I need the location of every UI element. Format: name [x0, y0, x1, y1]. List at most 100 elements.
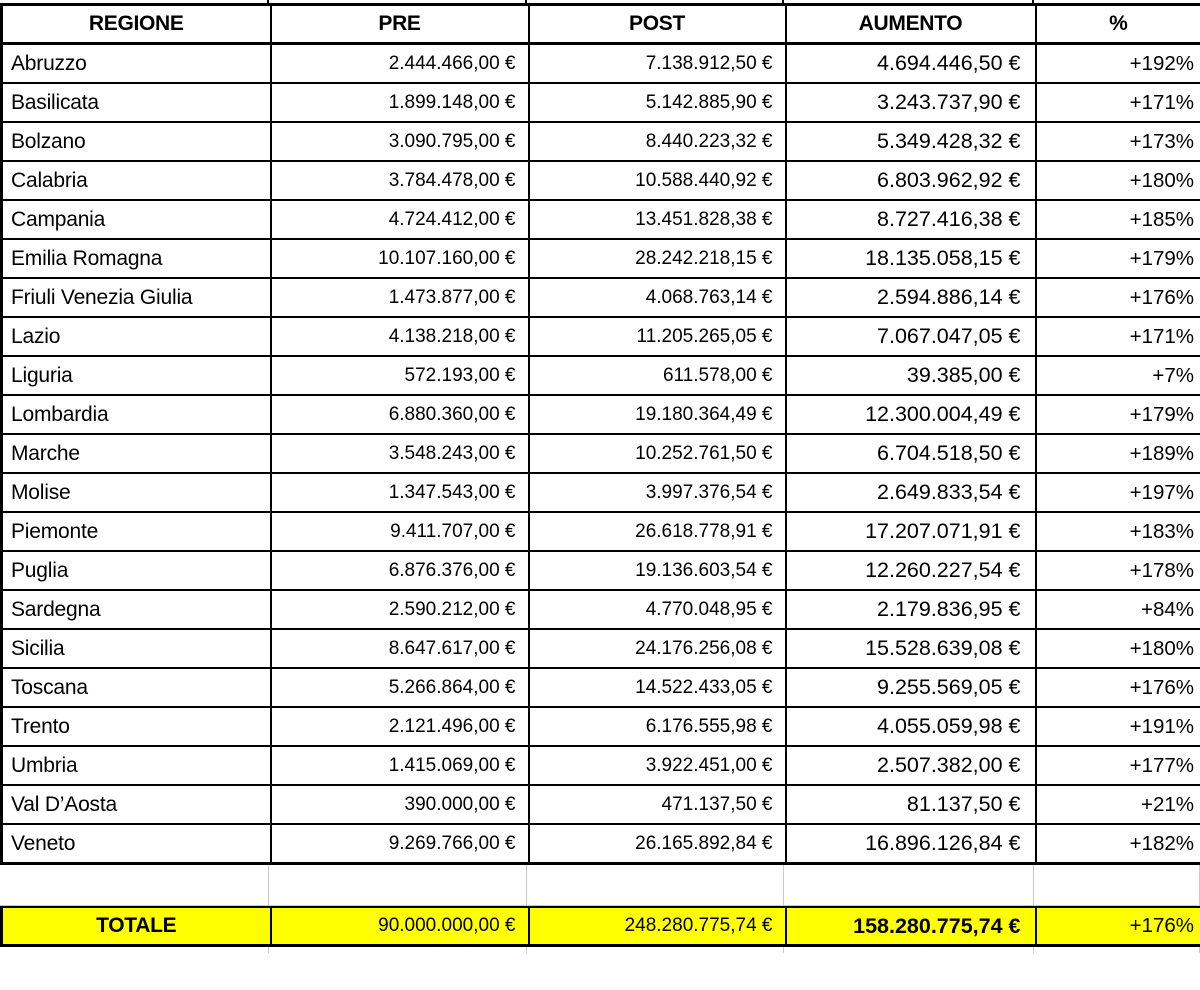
cell-aumento: 5.349.428,32 €: [784, 121, 1037, 162]
cell-regione: Lazio: [0, 316, 272, 357]
totale-post: 248.280.775,74 €: [527, 906, 787, 947]
cell-pct: +192%: [1034, 42, 1200, 84]
cell-regione: Val D’Aosta: [0, 784, 272, 825]
totale-label: TOTALE: [0, 906, 272, 947]
cell-regione: Umbria: [0, 745, 272, 786]
cell-post: 4.770.048,95 €: [527, 589, 787, 630]
cell-regione: Friuli Venezia Giulia: [0, 277, 272, 318]
cell-pre: 1.415.069,00 €: [269, 745, 530, 786]
cell-aumento: 3.243.737,90 €: [784, 82, 1037, 123]
cell-post: 26.618.778,91 €: [527, 511, 787, 552]
totale-pct: +176%: [1034, 906, 1200, 947]
cell-pre: 2.121.496,00 €: [269, 706, 530, 747]
cell-post: 13.451.828,38 €: [527, 199, 787, 240]
cell-regione: Molise: [0, 472, 272, 513]
cell-aumento: 12.260.227,54 €: [784, 550, 1037, 591]
cell-post: 6.176.555,98 €: [527, 706, 787, 747]
cell-pre: 1.899.148,00 €: [269, 82, 530, 123]
totale-aumento: 158.280.775,74 €: [784, 906, 1037, 947]
cell-pct: +185%: [1034, 199, 1200, 240]
top-gridline-stubs: [0, 0, 1200, 3]
cell-pct: +84%: [1034, 589, 1200, 630]
cell-pre: 1.347.543,00 €: [269, 472, 530, 513]
cell-regione: Abruzzo: [0, 42, 272, 84]
table-row: Marche 3.548.243,00 € 10.252.761,50 € 6.…: [0, 433, 1200, 474]
cell-pct: +197%: [1034, 472, 1200, 513]
cell-regione: Sardegna: [0, 589, 272, 630]
cell-pre: 390.000,00 €: [269, 784, 530, 825]
table-row: Emilia Romagna 10.107.160,00 € 28.242.21…: [0, 238, 1200, 279]
cell-pct: +179%: [1034, 238, 1200, 279]
cell-post: 3.922.451,00 €: [527, 745, 787, 786]
table-row: Toscana 5.266.864,00 € 14.522.433,05 € 9…: [0, 667, 1200, 708]
cell-regione: Trento: [0, 706, 272, 747]
cell-aumento: 81.137,50 €: [784, 784, 1037, 825]
cell-aumento: 2.649.833,54 €: [784, 472, 1037, 513]
cell-pre: 4.724.412,00 €: [269, 199, 530, 240]
cell-post: 471.137,50 €: [527, 784, 787, 825]
cell-pct: +189%: [1034, 433, 1200, 474]
cell-pct: +180%: [1034, 160, 1200, 201]
cell-pre: 8.647.617,00 €: [269, 628, 530, 669]
cell-aumento: 18.135.058,15 €: [784, 238, 1037, 279]
cell-aumento: 15.528.639,08 €: [784, 628, 1037, 669]
cell-post: 10.588.440,92 €: [527, 160, 787, 201]
header-row: REGIONE PRE POST AUMENTO %: [0, 3, 1200, 45]
cell-post: 7.138.912,50 €: [527, 42, 787, 84]
cell-pre: 6.876.376,00 €: [269, 550, 530, 591]
cell-aumento: 4.694.446,50 €: [784, 42, 1037, 84]
cell-pre: 2.444.466,00 €: [269, 42, 530, 84]
cell-pct: +171%: [1034, 82, 1200, 123]
column-header-aumento: AUMENTO: [784, 3, 1037, 45]
cell-pct: +171%: [1034, 316, 1200, 357]
cell-regione: Marche: [0, 433, 272, 474]
table-row: Bolzano 3.090.795,00 € 8.440.223,32 € 5.…: [0, 121, 1200, 162]
cell-pre: 6.880.360,00 €: [269, 394, 530, 435]
spreadsheet-sheet: REGIONE PRE POST AUMENTO % Abruzzo 2.444…: [0, 0, 1200, 953]
cell-aumento: 16.896.126,84 €: [784, 823, 1037, 865]
cell-pct: +180%: [1034, 628, 1200, 669]
table-row: Liguria 572.193,00 € 611.578,00 € 39.385…: [0, 355, 1200, 396]
column-header-pct: %: [1034, 3, 1200, 45]
cell-aumento: 2.507.382,00 €: [784, 745, 1037, 786]
table-row: Basilicata 1.899.148,00 € 5.142.885,90 €…: [0, 82, 1200, 123]
table-row: Molise 1.347.543,00 € 3.997.376,54 € 2.6…: [0, 472, 1200, 513]
cell-regione: Basilicata: [0, 82, 272, 123]
cell-post: 26.165.892,84 €: [527, 823, 787, 865]
column-header-pre: PRE: [269, 3, 530, 45]
cell-aumento: 2.594.886,14 €: [784, 277, 1037, 318]
cell-pre: 1.473.877,00 €: [269, 277, 530, 318]
table-row: Calabria 3.784.478,00 € 10.588.440,92 € …: [0, 160, 1200, 201]
cell-aumento: 6.803.962,92 €: [784, 160, 1037, 201]
table-row: Piemonte 9.411.707,00 € 26.618.778,91 € …: [0, 511, 1200, 552]
table-row: Friuli Venezia Giulia 1.473.877,00 € 4.0…: [0, 277, 1200, 318]
regions-data-table: REGIONE PRE POST AUMENTO % Abruzzo 2.444…: [0, 3, 1200, 865]
cell-aumento: 9.255.569,05 €: [784, 667, 1037, 708]
cell-post: 28.242.218,15 €: [527, 238, 787, 279]
cell-pre: 3.548.243,00 €: [269, 433, 530, 474]
cell-pre: 3.784.478,00 €: [269, 160, 530, 201]
cell-aumento: 39.385,00 €: [784, 355, 1037, 396]
cell-pre: 572.193,00 €: [269, 355, 530, 396]
cell-post: 3.997.376,54 €: [527, 472, 787, 513]
cell-pct: +182%: [1034, 823, 1200, 865]
cell-post: 11.205.265,05 €: [527, 316, 787, 357]
column-header-post: POST: [527, 3, 787, 45]
table-row: Veneto 9.269.766,00 € 26.165.892,84 € 16…: [0, 823, 1200, 865]
table-row: Sicilia 8.647.617,00 € 24.176.256,08 € 1…: [0, 628, 1200, 669]
totale-table: TOTALE 90.000.000,00 € 248.280.775,74 € …: [0, 906, 1200, 947]
table-row: Abruzzo 2.444.466,00 € 7.138.912,50 € 4.…: [0, 42, 1200, 84]
cell-aumento: 4.055.059,98 €: [784, 706, 1037, 747]
cell-regione: Bolzano: [0, 121, 272, 162]
cell-pct: +176%: [1034, 277, 1200, 318]
cell-post: 611.578,00 €: [527, 355, 787, 396]
cell-pct: +177%: [1034, 745, 1200, 786]
cell-pre: 2.590.212,00 €: [269, 589, 530, 630]
cell-post: 5.142.885,90 €: [527, 82, 787, 123]
table-row: Lazio 4.138.218,00 € 11.205.265,05 € 7.0…: [0, 316, 1200, 357]
cell-pre: 4.138.218,00 €: [269, 316, 530, 357]
totale-pre: 90.000.000,00 €: [269, 906, 530, 947]
table-body: Abruzzo 2.444.466,00 € 7.138.912,50 € 4.…: [0, 42, 1200, 865]
cell-regione: Toscana: [0, 667, 272, 708]
cell-post: 4.068.763,14 €: [527, 277, 787, 318]
